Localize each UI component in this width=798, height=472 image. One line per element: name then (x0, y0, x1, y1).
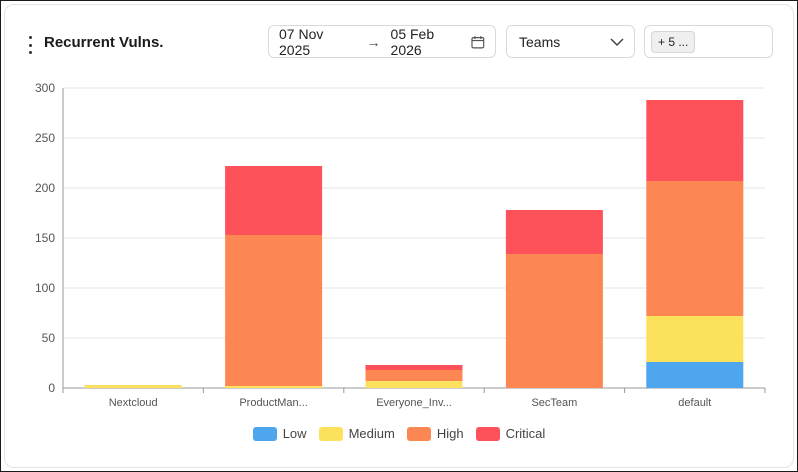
x-tick-label: default (678, 397, 711, 409)
calendar-icon[interactable] (471, 35, 485, 49)
legend-swatch (406, 426, 431, 441)
x-tick-label: SecTeam (531, 397, 577, 409)
legend-item-critical[interactable]: Critical (475, 426, 546, 441)
card-title: Recurrent Vulns. (44, 34, 164, 51)
date-from: 07 Nov 2025 (279, 25, 324, 58)
legend-swatch (252, 426, 277, 441)
y-tick-label: 250 (35, 131, 55, 145)
y-tick-label: 0 (48, 381, 55, 395)
y-tick-label: 300 (35, 81, 55, 95)
legend-label: Critical (505, 426, 546, 441)
chevron-down-icon (610, 37, 624, 46)
bar-segment-critical (225, 166, 323, 235)
bar-segment-critical (365, 365, 463, 370)
teams-select[interactable]: Teams (506, 25, 635, 58)
bar-segment-high (365, 370, 463, 381)
date-range-picker[interactable]: 07 Nov 2025 → 05 Feb 2026 (268, 25, 496, 58)
bar-segment-medium (84, 385, 182, 388)
x-tick-label: ProductMan... (239, 397, 307, 409)
x-tick-label: Everyone_Inv... (376, 397, 452, 409)
bar-segment-critical (505, 210, 603, 254)
more-teams-tag[interactable]: + 5 ... (651, 30, 696, 53)
bar-segment-high (646, 181, 744, 316)
y-tick-label: 50 (42, 331, 56, 345)
bar-segment-medium (365, 381, 463, 388)
bar-segment-low (646, 362, 744, 388)
bar-segment-critical (646, 100, 744, 181)
legend-item-medium[interactable]: Medium (318, 426, 395, 441)
x-tick-label: Nextcloud (109, 397, 158, 409)
teams-select-value: Teams (519, 33, 561, 50)
bar-segment-medium (646, 316, 744, 362)
y-tick-label: 150 (35, 231, 55, 245)
bar-segment-medium (225, 386, 323, 388)
kebab-menu-icon[interactable] (24, 36, 36, 54)
bar-segment-high (505, 254, 603, 388)
chart-legend: Low Medium High Critical (0, 426, 798, 441)
legend-label: High (436, 426, 464, 441)
stacked-bar-chart: 0 50 100 150 200 250 300 Nextcloud ProductMan...… (35, 81, 766, 409)
team-multi-select[interactable]: + 5 ... (644, 25, 773, 58)
legend-swatch (318, 426, 343, 441)
y-tick-label: 200 (35, 181, 55, 195)
arrow-right-icon: → (366, 33, 381, 50)
bar-segment-high (225, 235, 323, 386)
legend-swatch (475, 426, 500, 441)
legend-label: Medium (348, 426, 395, 441)
legend-label: Low (282, 426, 307, 441)
legend-item-low[interactable]: Low (252, 426, 307, 441)
date-to: 05 Feb 2026 (390, 25, 435, 58)
y-tick-label: 100 (35, 281, 55, 295)
legend-item-high[interactable]: High (406, 426, 464, 441)
